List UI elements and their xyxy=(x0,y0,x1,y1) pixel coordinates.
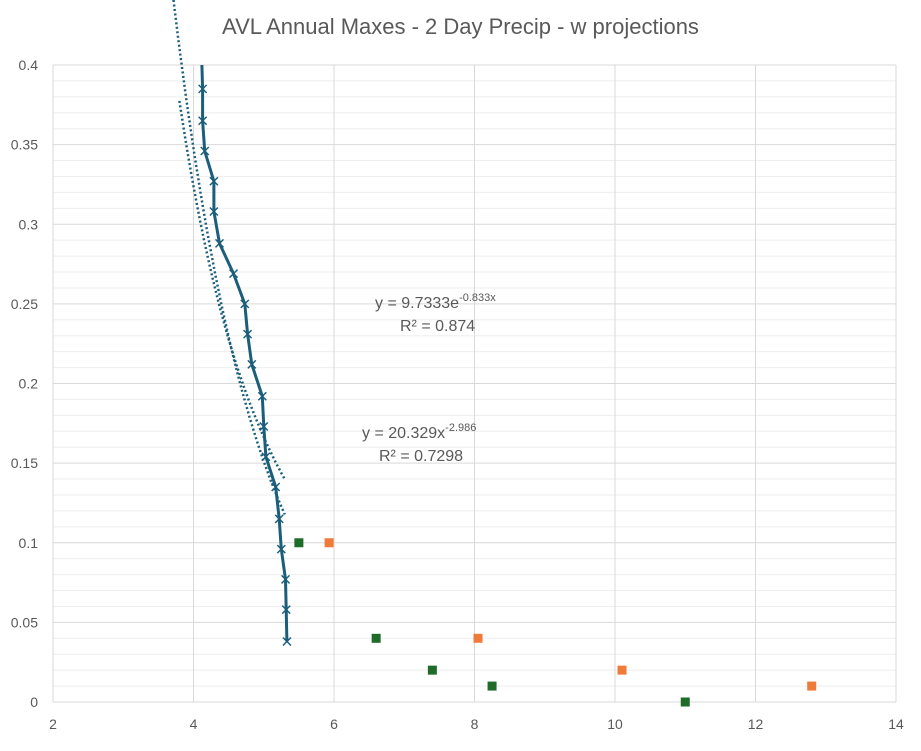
x-marker xyxy=(247,359,257,369)
r-squared-label: R² = 0.874 xyxy=(400,318,475,335)
y-tick-label: 0.2 xyxy=(19,376,39,392)
x-marker xyxy=(261,452,271,462)
x-tick-label: 4 xyxy=(190,716,198,732)
y-tick-label: 0.35 xyxy=(11,137,38,153)
x-marker xyxy=(240,299,250,309)
data-series xyxy=(198,64,817,707)
power-trendline xyxy=(178,100,286,480)
x-marker xyxy=(271,482,281,492)
x-marker xyxy=(276,544,286,554)
x-marker xyxy=(243,329,253,339)
y-tick-label: 0.25 xyxy=(11,296,38,312)
x-tick-label: 12 xyxy=(748,716,764,732)
x-marker xyxy=(259,421,269,432)
orange-square-marker xyxy=(473,633,483,643)
x-marker xyxy=(200,146,210,156)
x-marker xyxy=(198,116,208,126)
x-marker xyxy=(209,206,219,217)
x-marker xyxy=(280,574,291,584)
x-marker xyxy=(282,636,292,647)
green-square-marker xyxy=(680,697,690,707)
x-tick-label: 8 xyxy=(471,716,479,732)
orange-square-marker xyxy=(617,665,627,675)
x-marker xyxy=(257,391,267,401)
x-marker xyxy=(198,84,208,94)
x-tick-label: 6 xyxy=(330,716,338,732)
x-marker xyxy=(229,269,239,279)
trendline-equation: y = 9.7333e-0.833x xyxy=(375,292,496,312)
orange-square-marker xyxy=(324,538,334,548)
x-marker xyxy=(214,238,225,248)
y-tick-label: 0.15 xyxy=(11,455,38,471)
major-gridlines xyxy=(52,64,897,703)
x-tick-label: 10 xyxy=(607,716,623,732)
y-axis-tick-labels: 0 0.05 0.1 0.15 0.2 0.25 0.3 0.35 0.4 xyxy=(11,57,38,710)
x-marker xyxy=(209,176,219,186)
orange-square-marker xyxy=(807,681,817,691)
y-tick-label: 0 xyxy=(30,694,38,710)
r-squared-label: R² = 0.7298 xyxy=(379,448,463,465)
green-square-marker xyxy=(487,681,497,691)
x-axis-tick-labels: 2 4 6 8 10 12 14 xyxy=(49,716,904,732)
trendline-annotations: y = 9.7333e-0.833x R² = 0.874 y = 20.329x-… xyxy=(362,292,496,465)
trendline-equation: y = 20.329x-2.986 xyxy=(362,422,476,442)
y-tick-label: 0.1 xyxy=(19,535,39,551)
y-tick-label: 0.05 xyxy=(11,614,38,630)
trendlines xyxy=(172,0,286,515)
y-tick-label: 0.4 xyxy=(19,57,39,73)
x-marker xyxy=(281,605,291,615)
x-tick-label: 14 xyxy=(888,716,904,732)
exponential-trendline xyxy=(172,0,286,515)
y-tick-label: 0.3 xyxy=(19,216,39,232)
observed-series-line xyxy=(200,64,289,642)
green-square-marker xyxy=(427,665,437,675)
chart-title: AVL Annual Maxes - 2 Day Precip - w proj… xyxy=(222,14,699,39)
x-tick-label: 2 xyxy=(49,716,57,732)
x-marker xyxy=(274,514,284,524)
green-square-marker xyxy=(371,633,381,643)
green-square-marker xyxy=(294,538,304,548)
